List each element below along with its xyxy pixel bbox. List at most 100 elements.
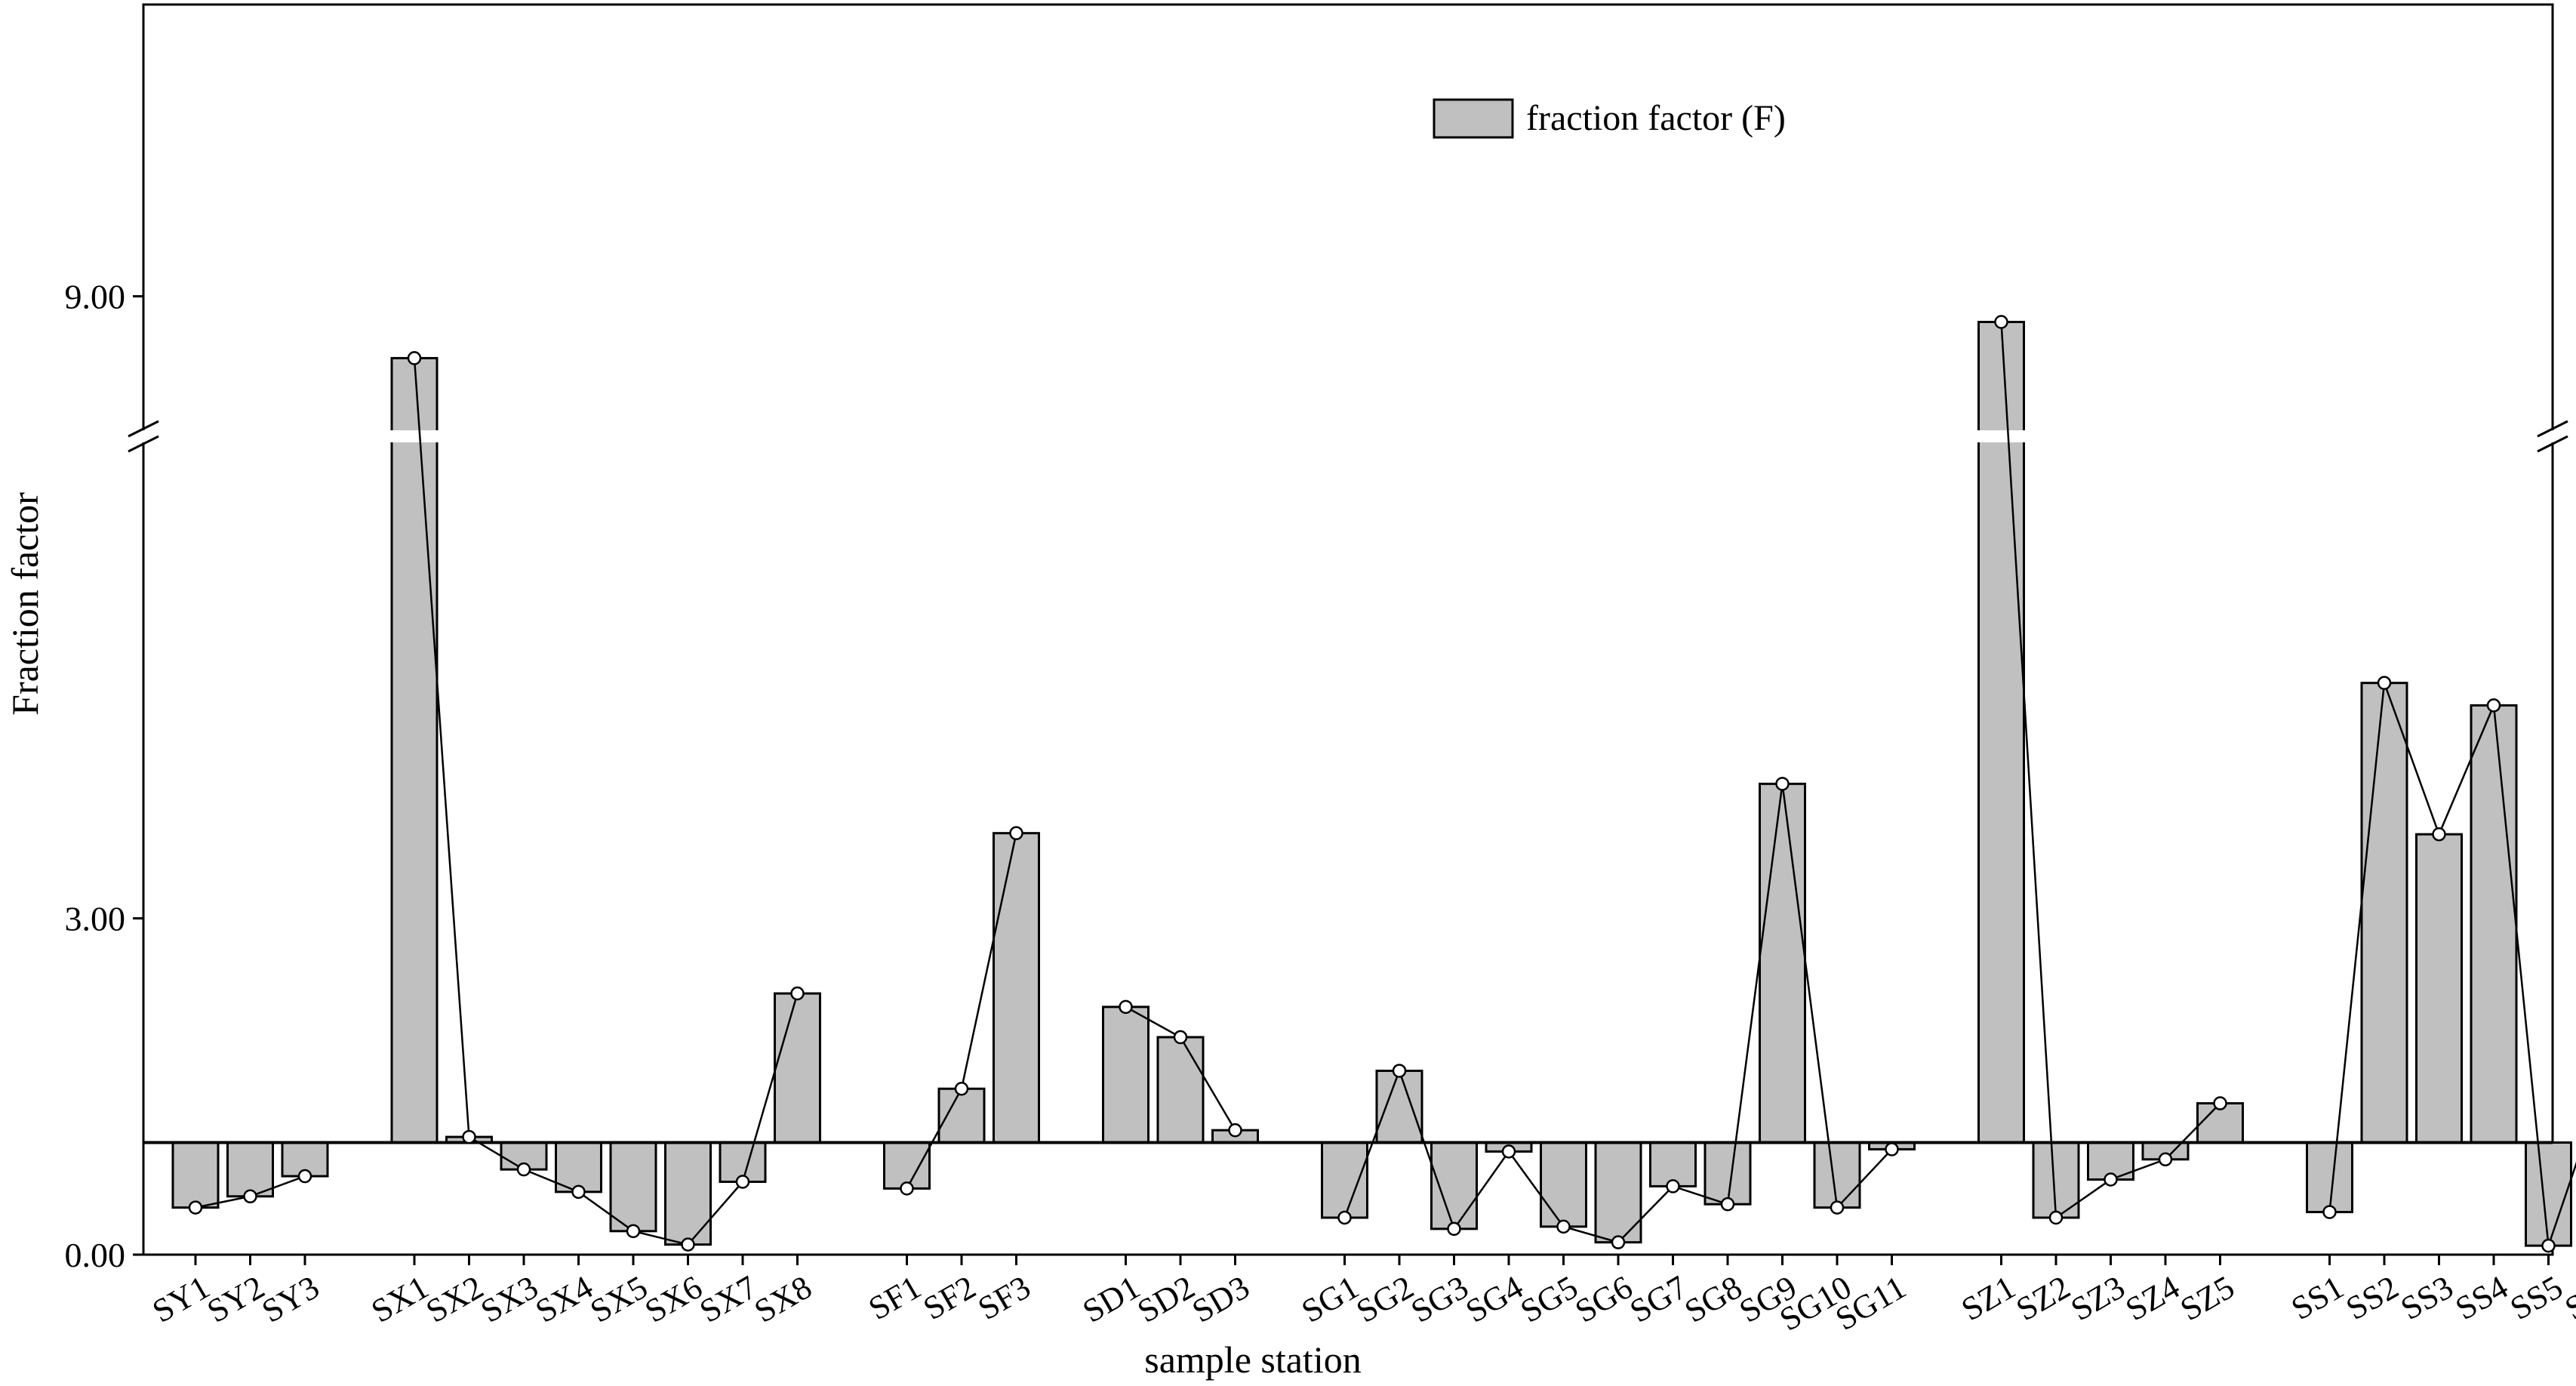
bar-sg7 bbox=[1649, 1141, 1697, 1187]
markers-layer bbox=[188, 315, 2556, 1253]
marker-sg2 bbox=[1392, 1064, 1407, 1078]
bar-sg8 bbox=[1703, 1141, 1752, 1206]
marker-sx1 bbox=[407, 351, 422, 365]
legend-label: fraction factor (F) bbox=[1526, 98, 1786, 138]
bar-sd1 bbox=[1102, 1006, 1150, 1144]
bar-sx1 bbox=[390, 356, 439, 1144]
bar-sg5 bbox=[1540, 1141, 1587, 1228]
marker-ss5 bbox=[2541, 1238, 2556, 1253]
bar-sx6 bbox=[664, 1141, 712, 1246]
legend-swatch bbox=[1433, 98, 1514, 139]
bar-sz1 bbox=[1977, 320, 2025, 1144]
bar-ss3 bbox=[2415, 833, 2463, 1144]
bar-sg9 bbox=[1759, 782, 1806, 1144]
marker-sx6 bbox=[681, 1237, 695, 1252]
marker-sx5 bbox=[626, 1224, 641, 1239]
bar-sd2 bbox=[1156, 1036, 1205, 1144]
marker-sg4 bbox=[1501, 1144, 1516, 1159]
marker-sf2 bbox=[954, 1081, 969, 1096]
break-mark bbox=[128, 420, 159, 438]
marker-ss4 bbox=[2486, 698, 2501, 713]
y-axis: 0.00 3.00 9.00 bbox=[65, 277, 143, 1274]
x-axis-title: sample station bbox=[1144, 1338, 1361, 1381]
bar-ss5 bbox=[2525, 1141, 2572, 1247]
bar-break-gap bbox=[389, 430, 440, 442]
marker-sz2 bbox=[2048, 1210, 2064, 1225]
x-label-ss5: SS5 bbox=[2504, 1268, 2569, 1327]
x-label-sy3: SY3 bbox=[256, 1268, 325, 1330]
bar-sg2 bbox=[1375, 1069, 1423, 1144]
marker-sd1 bbox=[1119, 999, 1133, 1015]
marker-sg3 bbox=[1447, 1221, 1461, 1237]
bar-sg10 bbox=[1813, 1141, 1861, 1209]
bar-ss1 bbox=[2306, 1141, 2353, 1214]
marker-sg10 bbox=[1830, 1200, 1845, 1215]
marker-sg11 bbox=[1885, 1142, 1899, 1157]
marker-sg7 bbox=[1666, 1179, 1680, 1194]
marker-sd2 bbox=[1173, 1030, 1188, 1045]
marker-sf1 bbox=[900, 1181, 914, 1196]
marker-sx7 bbox=[735, 1175, 750, 1189]
frame-break-gap bbox=[2548, 430, 2557, 442]
bar-sy1 bbox=[171, 1141, 220, 1209]
marker-ss3 bbox=[2432, 827, 2446, 842]
marker-sy1 bbox=[188, 1200, 203, 1215]
bars-layer bbox=[171, 320, 2572, 1247]
marker-sy2 bbox=[243, 1189, 257, 1204]
break-mark bbox=[2537, 420, 2568, 438]
x-label-sf1: SF1 bbox=[863, 1268, 928, 1327]
bar-sx5 bbox=[609, 1141, 657, 1233]
marker-sx3 bbox=[516, 1162, 531, 1177]
bar-sx8 bbox=[774, 992, 821, 1144]
marker-sz5 bbox=[2213, 1096, 2227, 1110]
marker-sz4 bbox=[2158, 1152, 2173, 1167]
marker-sg8 bbox=[1720, 1197, 1735, 1212]
legend: fraction factor (F) bbox=[1433, 98, 1786, 139]
bar-sg1 bbox=[1321, 1141, 1368, 1219]
bar-sf1 bbox=[883, 1141, 931, 1190]
axis-break bbox=[128, 420, 2568, 453]
marker-sx8 bbox=[790, 986, 805, 1001]
x-label-sf3: SF3 bbox=[972, 1268, 1037, 1327]
bar-sy2 bbox=[226, 1141, 274, 1198]
y-tick-label: 9.00 bbox=[65, 277, 126, 316]
marker-sz3 bbox=[2104, 1172, 2118, 1187]
marker-sg5 bbox=[1556, 1219, 1571, 1234]
bar-break-gap bbox=[1975, 430, 2027, 442]
x-label-ss1: SS1 bbox=[2285, 1268, 2350, 1327]
x-label-sx8: SX8 bbox=[748, 1268, 817, 1330]
marker-sg1 bbox=[1337, 1210, 1352, 1225]
plot-frame bbox=[142, 3, 2554, 1256]
x-label-sf2: SF2 bbox=[917, 1268, 982, 1327]
x-label-ss3: SS3 bbox=[2395, 1268, 2460, 1327]
marker-ss1 bbox=[2322, 1205, 2337, 1219]
x-label-sd3: SD3 bbox=[1186, 1268, 1255, 1330]
marker-sf3 bbox=[1009, 826, 1023, 840]
x-label-ss6: SS6 bbox=[2559, 1268, 2576, 1327]
marker-ss2 bbox=[2377, 676, 2392, 690]
frame-break-gap bbox=[139, 430, 148, 442]
break-mark bbox=[2537, 435, 2568, 453]
marker-sg9 bbox=[1775, 777, 1790, 791]
x-label-ss2: SS2 bbox=[2340, 1268, 2405, 1327]
marker-sg6 bbox=[1611, 1235, 1626, 1249]
bar-ss2 bbox=[2360, 682, 2408, 1144]
series-line-sz bbox=[2000, 322, 2221, 1220]
bar-sf3 bbox=[993, 832, 1040, 1144]
marker-sz1 bbox=[1994, 315, 2008, 329]
bar-sx4 bbox=[555, 1141, 602, 1194]
x-label-sz5: SZ5 bbox=[2174, 1268, 2240, 1328]
x-label-ss4: SS4 bbox=[2449, 1268, 2514, 1327]
bar-ss4 bbox=[2470, 704, 2518, 1144]
y-tick-label: 3.00 bbox=[65, 900, 126, 938]
marker-sd3 bbox=[1228, 1123, 1242, 1138]
series-line-sx bbox=[413, 358, 799, 1246]
series-line-ss bbox=[2328, 682, 2576, 1246]
marker-sx4 bbox=[571, 1184, 586, 1200]
bar-sf2 bbox=[937, 1087, 986, 1144]
y-axis-title: Fraction factor bbox=[4, 492, 46, 716]
y-tick-label: 0.00 bbox=[65, 1236, 126, 1274]
marker-sx2 bbox=[462, 1129, 476, 1144]
